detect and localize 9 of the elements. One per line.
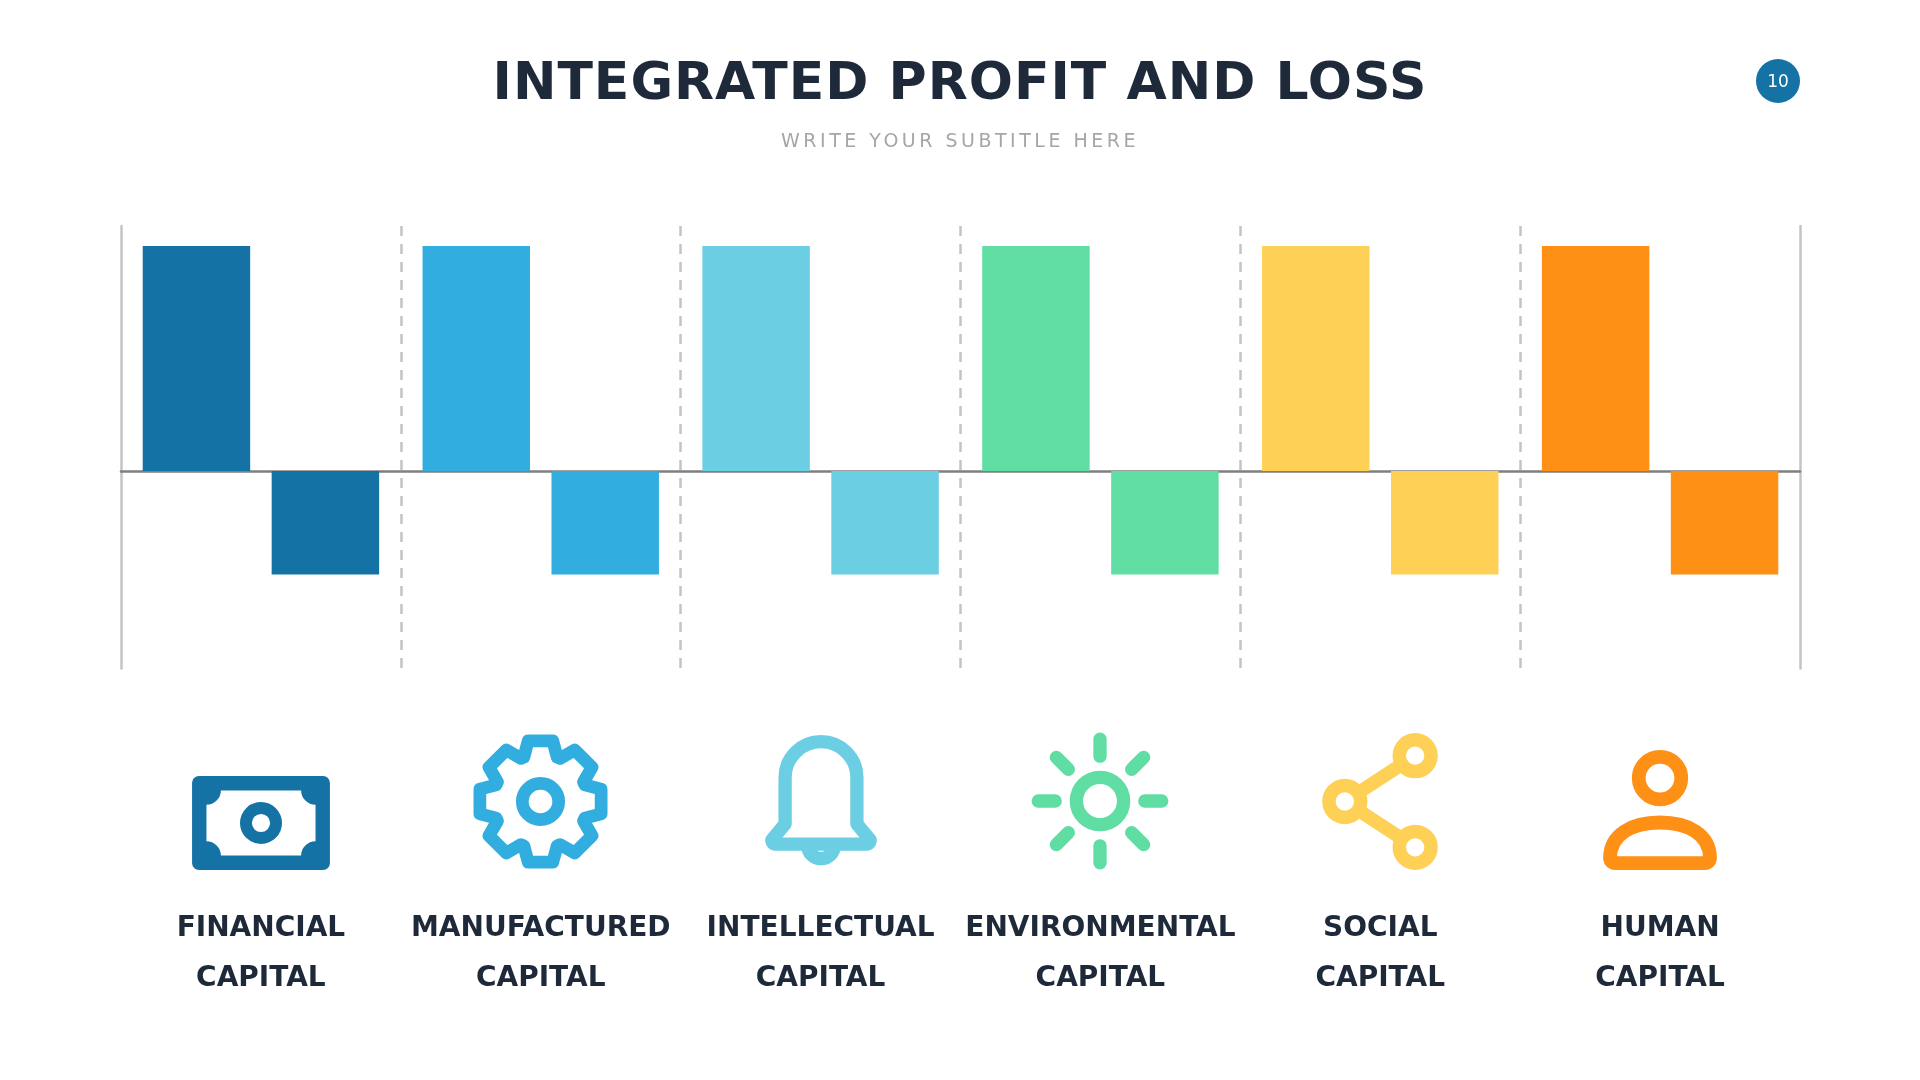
x-tick-label: MANUFACTURED CAPITAL — [410, 910, 671, 993]
x-tick-label: INTELLECTUAL CAPITAL — [706, 910, 935, 993]
chart-subtitle: WRITE YOUR SUBTITLE HERE — [781, 128, 1139, 152]
x-tick-label: HUMAN CAPITAL — [1595, 910, 1726, 993]
x-tick-label: SOCIAL CAPITAL — [1315, 910, 1446, 993]
circle-badge: 10 — [1756, 59, 1800, 103]
x-tick-label: FINANCIAL CAPITAL — [176, 910, 346, 993]
x-tick-label: ENVIRONMENTAL CAPITAL — [965, 910, 1236, 993]
chart-title: INTEGRATED PROFIT AND LOSS — [492, 51, 1428, 111]
